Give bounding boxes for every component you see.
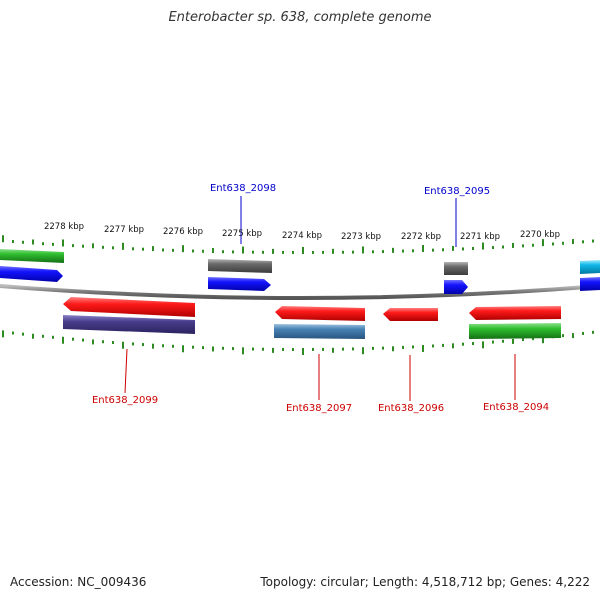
feature-gray-2095 <box>444 262 468 275</box>
ruler-label: 2274 kbp <box>282 231 322 241</box>
feature-cds-reverse-2094 <box>469 306 561 320</box>
feature-cds-reverse-2099 <box>63 297 195 317</box>
map-title: Enterobacter sp. 638, complete genome <box>168 10 432 25</box>
ruler-ticks-outer <box>2 235 594 254</box>
gene-label[interactable]: Ent638_2097 <box>286 403 352 414</box>
feature-cyan-right <box>580 260 600 274</box>
feature-cds-reverse-2096 <box>383 308 438 321</box>
ruler-label: 2276 kbp <box>163 227 203 237</box>
gene-label[interactable]: Ent638_2098 <box>210 183 276 194</box>
forward-strand-features <box>0 249 600 294</box>
genome-backbone <box>0 284 600 300</box>
gene-label[interactable]: Ent638_2096 <box>378 403 444 414</box>
feature-cds-forward-2095 <box>444 280 468 294</box>
feature-green-left <box>0 249 64 263</box>
ruler-label: 2273 kbp <box>341 232 381 242</box>
gene-label[interactable]: Ent638_2094 <box>483 402 549 413</box>
ruler-label: 2270 kbp <box>520 230 560 240</box>
accession-text: Accession: NC_009436 <box>10 575 147 589</box>
ruler-label: 2278 kbp <box>44 222 84 232</box>
gene-labels: Ent638_2098 Ent638_2095 Ent638_2099 Ent638_… <box>92 183 549 414</box>
gene-label[interactable]: Ent638_2099 <box>92 395 158 406</box>
gene-label[interactable]: Ent638_2095 <box>424 186 490 197</box>
feature-cds-forward-right <box>580 277 600 291</box>
ruler-label: 2275 kbp <box>222 229 262 239</box>
ruler-label: 2272 kbp <box>401 232 441 242</box>
feature-cds-reverse-2097 <box>275 306 365 321</box>
callout-line-2099 <box>124 348 128 394</box>
ruler-ticks-inner <box>2 330 594 355</box>
feature-steel-2097 <box>274 324 365 339</box>
feature-gray-2098 <box>208 259 272 273</box>
feature-cds-forward-2098 <box>208 277 271 291</box>
reverse-strand-features <box>63 297 561 339</box>
feature-cds-forward <box>0 266 63 282</box>
gene-callouts <box>124 196 516 401</box>
ruler-label: 2277 kbp <box>104 225 144 235</box>
ruler-labels: 2278 kbp 2277 kbp 2276 kbp 2275 kbp 2274 kbp… <box>44 222 560 242</box>
ruler-label: 2271 kbp <box>460 232 500 242</box>
genome-stats-text: Topology: circular; Length: 4,518,712 bp… <box>260 575 590 589</box>
feature-navy-2099 <box>63 315 195 334</box>
feature-green-2094 <box>469 323 561 339</box>
